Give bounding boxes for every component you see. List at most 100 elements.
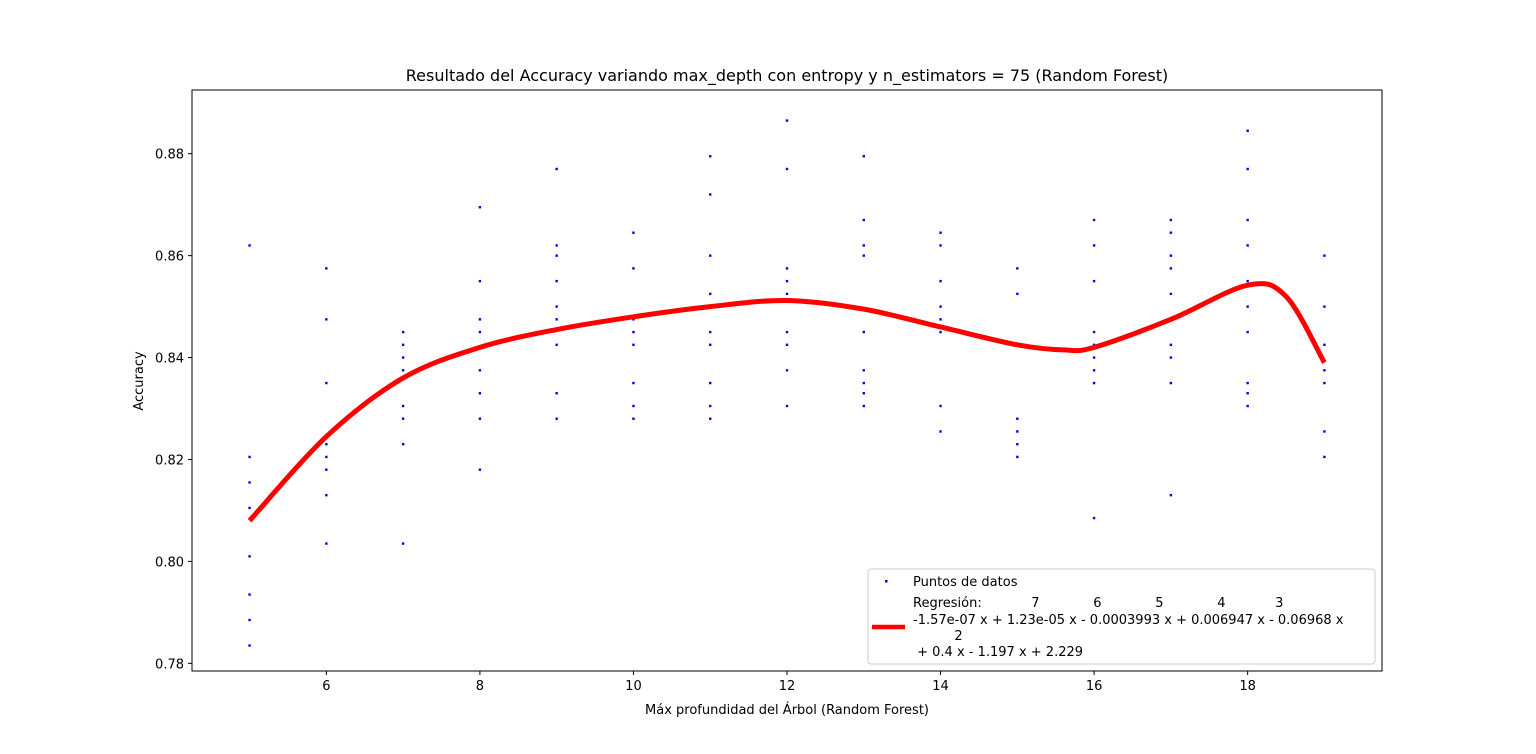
legend-label-regression-line-4: + 0.4 x - 1.197 x + 2.229 — [913, 645, 1083, 660]
data-point — [939, 231, 942, 234]
data-point — [785, 167, 789, 171]
legend-label-regression-line-3: 2 — [913, 629, 963, 644]
data-point — [862, 155, 865, 158]
data-point — [248, 244, 251, 247]
data-point — [1323, 455, 1326, 459]
data-point — [1169, 254, 1173, 257]
data-point — [325, 493, 328, 497]
data-point — [478, 468, 482, 471]
data-point — [555, 305, 558, 308]
data-point — [1092, 369, 1096, 372]
data-point — [1016, 455, 1019, 459]
y-tick-label: 0.84 — [155, 352, 184, 367]
data-point — [785, 119, 789, 122]
data-point — [632, 417, 635, 420]
data-point — [1169, 493, 1173, 497]
data-point — [1323, 381, 1326, 385]
data-point — [709, 193, 712, 196]
data-point — [555, 417, 558, 420]
data-point — [939, 330, 942, 334]
data-point — [325, 542, 328, 545]
legend-label-scatter: Puntos de datos — [913, 575, 1018, 590]
data-point — [325, 443, 328, 446]
data-point — [1323, 430, 1326, 433]
data-point — [478, 206, 482, 209]
data-point — [248, 455, 251, 459]
data-point — [555, 343, 558, 347]
data-point — [1246, 330, 1249, 334]
data-point — [862, 392, 865, 395]
data-point — [632, 381, 635, 385]
data-point — [401, 369, 405, 372]
data-point — [785, 404, 789, 408]
data-point — [401, 542, 405, 545]
data-point — [478, 392, 482, 395]
y-axis: 0.78 0.80 0.82 0.84 0.86 0.88 — [155, 148, 192, 672]
x-axis: 6 8 10 12 14 16 18 — [322, 671, 1256, 694]
data-point — [785, 330, 789, 334]
data-point — [785, 267, 789, 270]
data-point — [1246, 381, 1249, 385]
data-point — [401, 343, 405, 347]
data-point — [1092, 381, 1096, 385]
data-point — [1016, 267, 1019, 270]
data-point — [632, 267, 635, 270]
data-point — [1323, 254, 1326, 257]
data-point — [248, 481, 251, 484]
data-point — [325, 468, 328, 471]
data-point — [1169, 381, 1173, 385]
data-point — [1092, 279, 1096, 283]
data-point — [1092, 516, 1096, 520]
data-point — [555, 279, 558, 283]
data-point — [555, 244, 558, 247]
data-point — [709, 343, 712, 347]
legend-frame — [867, 568, 1376, 665]
data-point — [1246, 279, 1249, 283]
data-point — [1169, 267, 1173, 270]
data-point — [632, 318, 635, 321]
legend-scatter-marker — [885, 580, 888, 583]
data-point — [401, 417, 405, 420]
data-point — [939, 279, 942, 283]
data-point — [632, 231, 635, 234]
regression-curve — [247, 281, 1327, 523]
data-point — [1246, 404, 1249, 408]
data-point — [1092, 330, 1096, 334]
data-point — [939, 244, 942, 247]
data-point — [401, 404, 405, 408]
data-point — [325, 381, 328, 385]
x-tick-label: 10 — [625, 679, 642, 694]
data-point — [1016, 430, 1019, 433]
data-point — [1323, 343, 1326, 347]
data-point — [1016, 443, 1019, 446]
data-point — [1169, 343, 1173, 347]
data-point — [862, 218, 865, 222]
chart-title: Resultado del Accuracy variando max_dept… — [406, 66, 1168, 86]
data-point — [1169, 292, 1173, 296]
y-tick-label: 0.80 — [155, 555, 184, 570]
y-axis-label: Accuracy — [132, 351, 147, 411]
data-point — [785, 369, 789, 372]
data-point — [632, 330, 635, 334]
data-point — [862, 404, 865, 408]
data-point — [325, 267, 328, 270]
data-point — [248, 593, 251, 596]
data-point — [1246, 167, 1249, 171]
data-point — [1092, 356, 1096, 359]
data-point — [555, 392, 558, 395]
legend-label-regression-line-2: -1.57e-07 x + 1.23e-05 x - 0.0003993 x +… — [913, 613, 1344, 628]
scatter-series — [248, 119, 1326, 647]
data-point — [862, 330, 865, 334]
data-point — [478, 417, 482, 420]
y-tick-label: 0.86 — [155, 250, 184, 265]
legend: Puntos de datos Regresión: 7 6 5 4 3 -1.… — [867, 568, 1376, 665]
data-point — [709, 417, 712, 420]
data-point — [478, 279, 482, 283]
data-point — [325, 455, 328, 459]
data-point — [1323, 369, 1326, 372]
x-tick-label: 14 — [932, 679, 949, 694]
data-point — [248, 555, 251, 558]
data-point — [709, 404, 712, 408]
data-point — [785, 292, 789, 296]
